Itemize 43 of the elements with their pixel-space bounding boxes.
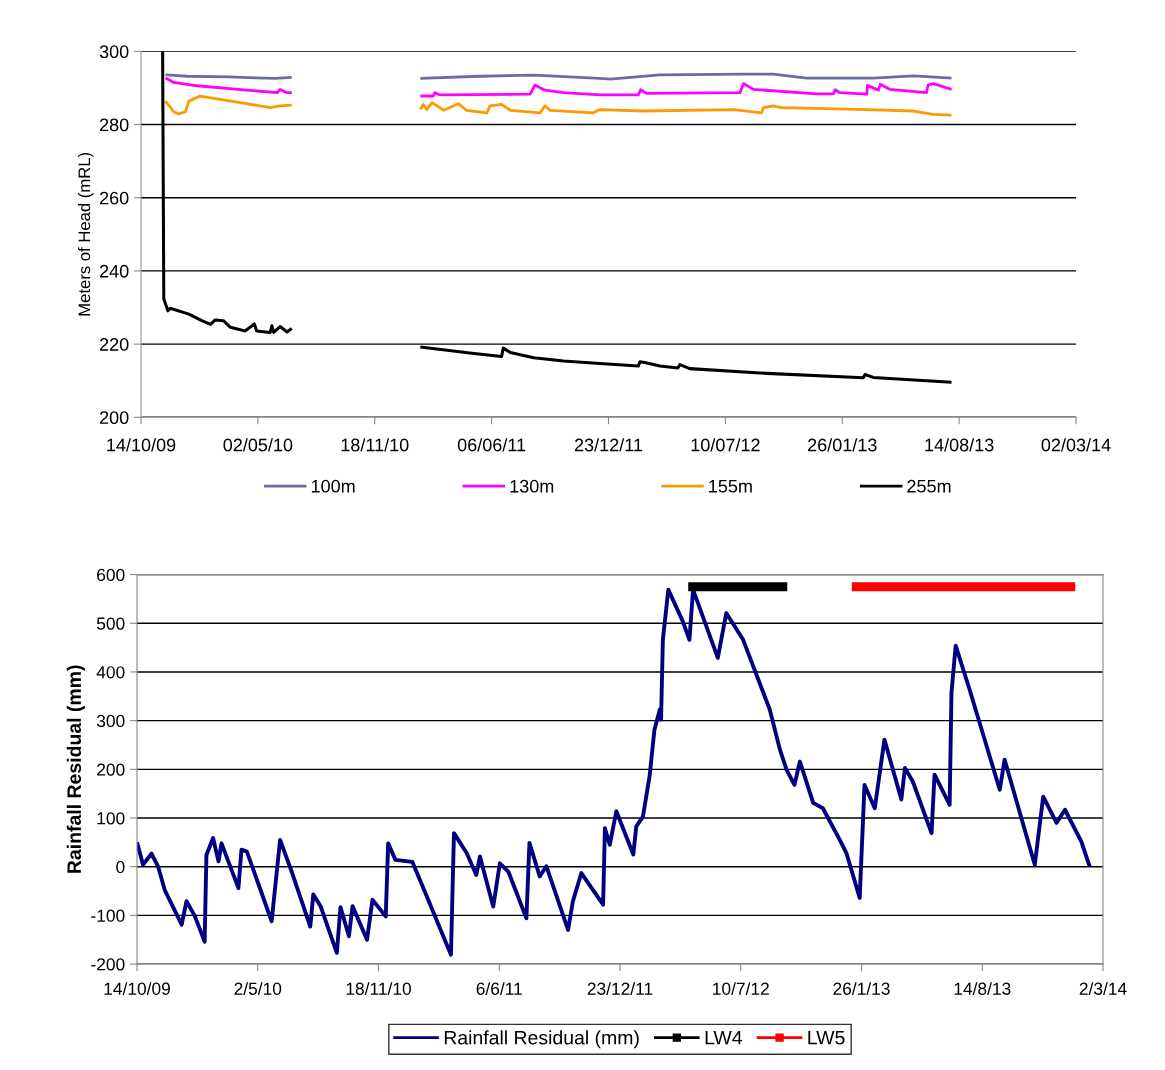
legend-label: LW5 [808,1030,845,1045]
y-tick-label: -100 [91,909,125,922]
y-tick-label: 200 [99,411,129,425]
x-tick-label: 10/07/12 [691,438,760,452]
x-tick-label: 02/05/10 [223,438,293,452]
y-tick-label: 100 [97,812,125,825]
x-tick-label: 02/03/14 [1041,438,1111,452]
x-tick-label: 06/06/11 [457,438,526,452]
legend-label: 155m [709,479,752,493]
y-tick-label: 400 [96,666,125,679]
legend-label: 130m [510,479,554,493]
y-axis-title: Rainfall Residual (mm) [66,665,85,873]
x-tick-label: 23/12/11 [587,982,653,995]
x-tick-label: 26/01/13 [808,438,877,452]
legend-label: Rainfall Residual (mm) [444,1030,639,1049]
x-tick-label: 26/1/13 [833,982,890,995]
y-tick-label: 0 [116,860,125,874]
x-tick-label: 14/08/13 [925,438,994,452]
y-tick-label: 260 [99,191,129,205]
line-series [137,587,1092,957]
x-tick-label: 6/6/11 [476,982,522,995]
x-tick-label: 14/10/09 [107,438,176,452]
y-tick-label: 300 [96,714,125,728]
x-tick-label: 2/5/10 [234,982,282,995]
x-tick-label: 10/7/12 [713,982,769,995]
y-tick-label: 240 [99,264,129,278]
y-tick-label: -200 [91,958,125,971]
legend-label: LW4 [705,1030,743,1045]
x-tick-label: 14/8/13 [954,982,1011,995]
x-tick-label: 2/3/14 [1079,982,1127,995]
x-tick-label: 23/12/11 [574,438,643,452]
y-tick-label: 300 [99,45,129,59]
x-tick-label: 18/11/10 [341,438,409,452]
legend-label: 255m [907,479,951,493]
y-tick-label: 280 [99,118,129,132]
y-tick-label: 600 [97,568,125,582]
y-tick-label: 220 [99,338,129,351]
y-tick-label: 500 [96,617,125,630]
x-tick-label: 18/11/10 [346,982,411,995]
y-tick-label: 200 [97,763,125,776]
x-tick-label: 14/10/09 [104,982,170,995]
y-axis-title: Meters of Head (mRL) [77,152,94,316]
legend-label: 100m [311,479,355,493]
